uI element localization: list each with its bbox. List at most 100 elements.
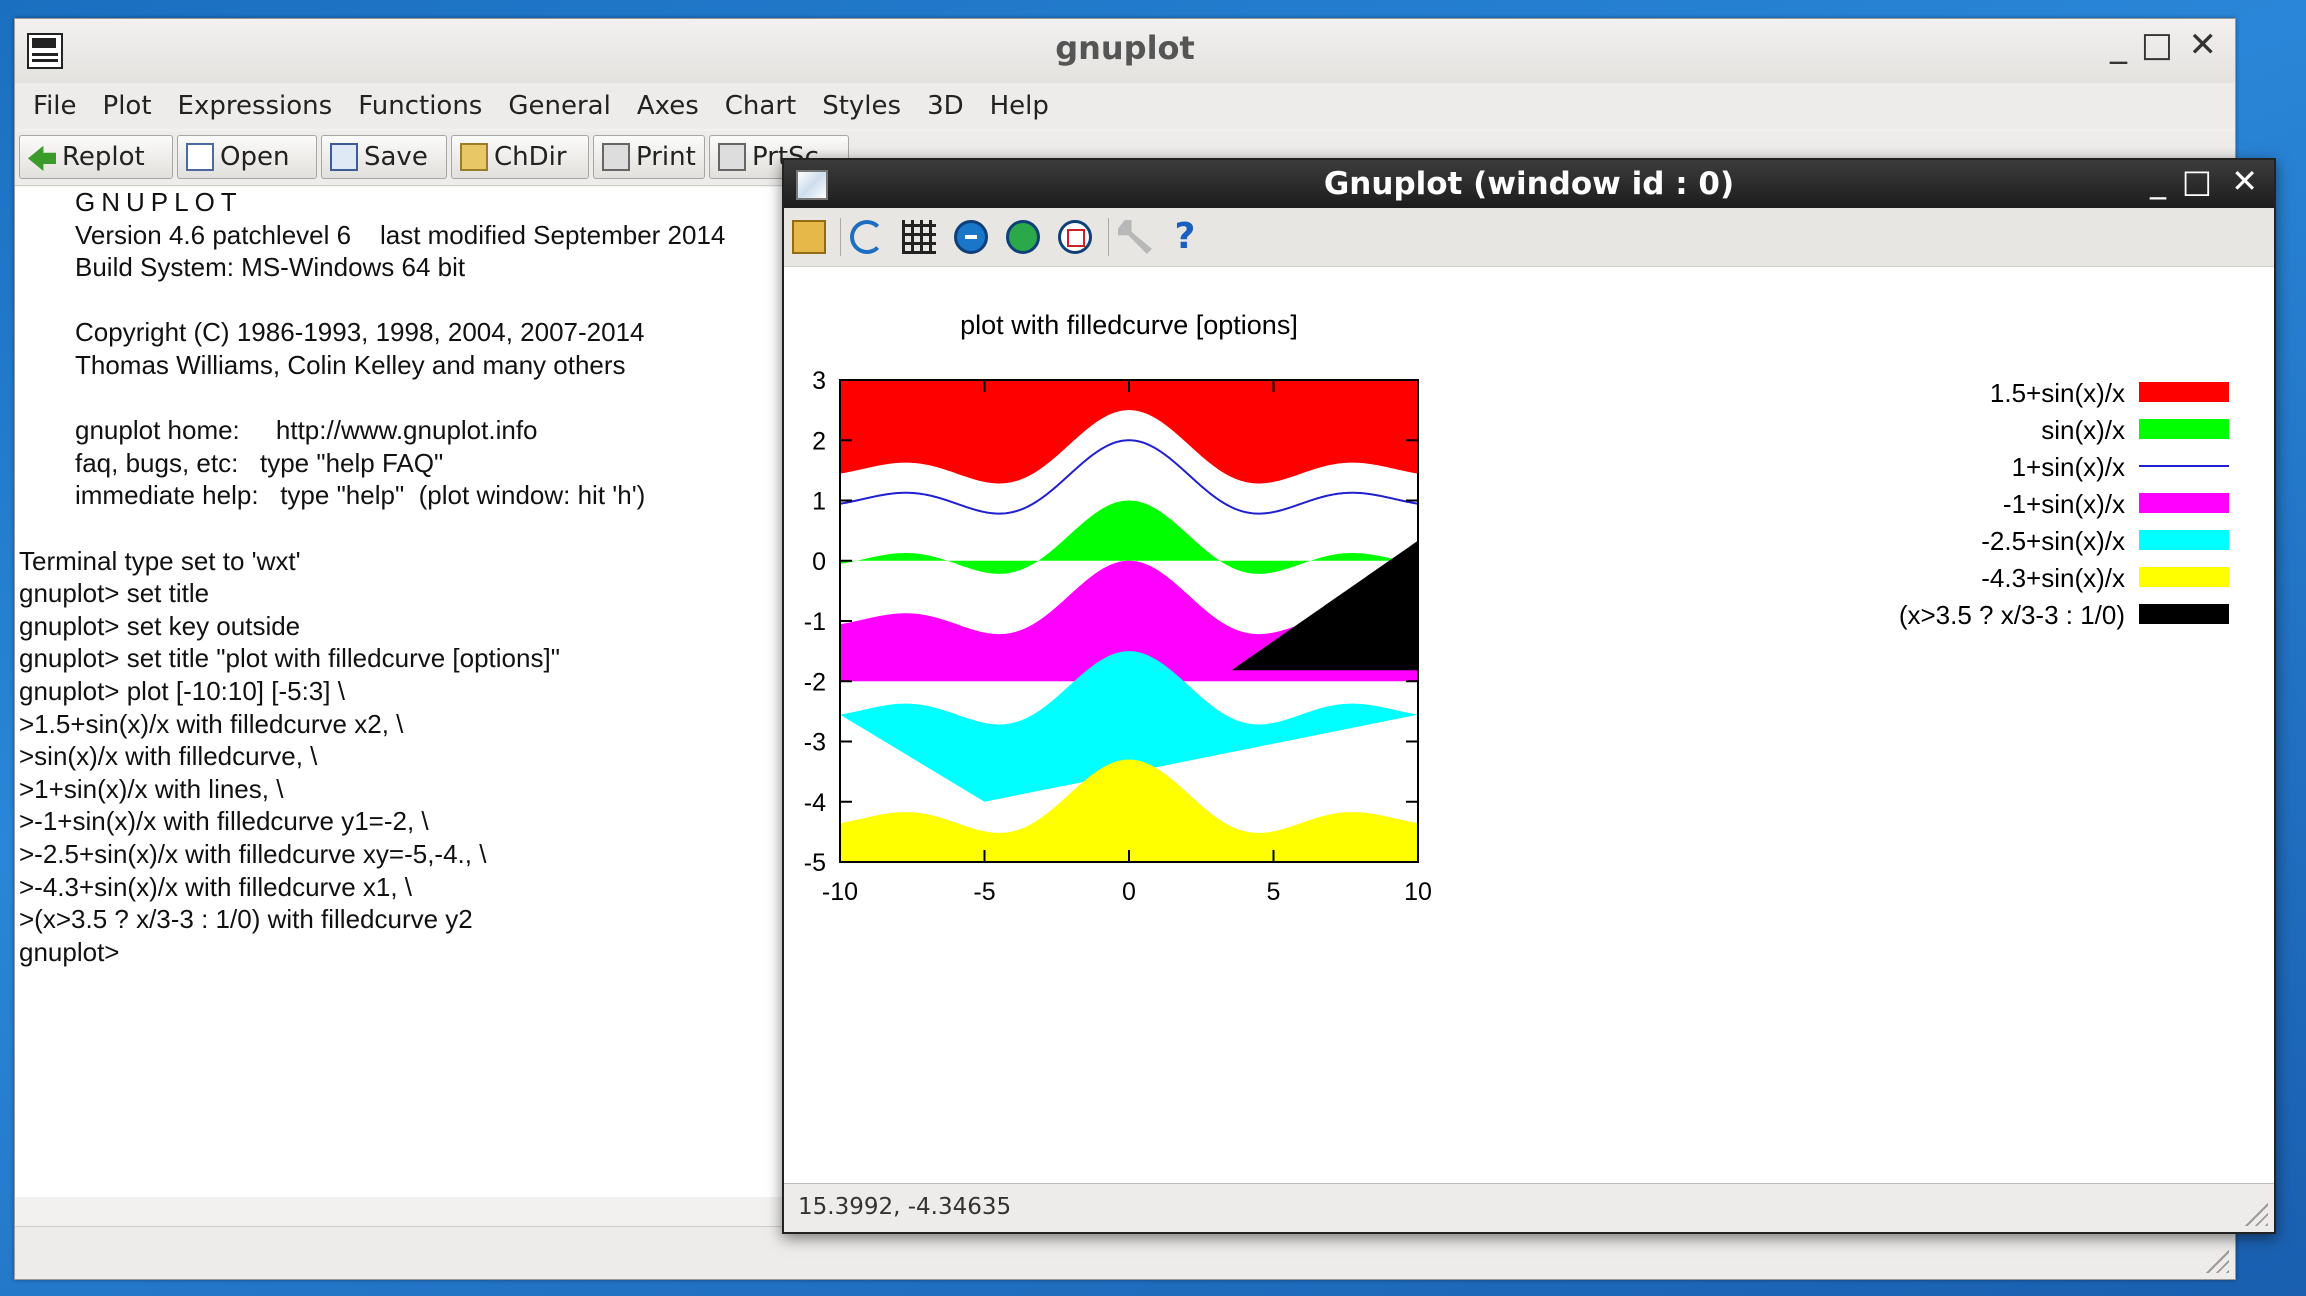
console-line: faq, bugs, etc: type "help FAQ"	[75, 447, 444, 478]
series-yellow-fill	[840, 759, 1418, 862]
graph-window-icon[interactable]	[796, 170, 828, 200]
toolbar-separator	[840, 218, 841, 256]
grid-icon[interactable]	[902, 220, 936, 254]
replot-icon[interactable]	[850, 220, 884, 254]
print-button[interactable]: Print	[593, 135, 705, 179]
legend-swatch	[2139, 382, 2229, 402]
legend-swatch	[2139, 567, 2229, 587]
open-button[interactable]: Open	[177, 135, 317, 179]
main-statusbar	[15, 1226, 2235, 1279]
y-tick-label: 3	[812, 367, 826, 395]
console-line: gnuplot> plot [-10:10] [-5:3] \	[19, 676, 345, 706]
graph-minimize-button[interactable]: _	[2150, 162, 2166, 200]
close-button[interactable]: ✕	[2188, 25, 2218, 65]
legend-label: -1+sin(x)/x	[2003, 489, 2125, 519]
save-icon	[330, 143, 358, 171]
series-blue-line	[840, 439, 1418, 515]
main-window-title: gnuplot	[1055, 29, 1195, 67]
console-line: Thomas Williams, Colin Kelley and many o…	[75, 350, 626, 380]
legend-swatch	[2139, 604, 2229, 624]
x-tick-label: 0	[1122, 878, 1136, 906]
menu-general[interactable]: General	[508, 91, 611, 121]
copy-icon[interactable]	[792, 220, 826, 254]
menu-help[interactable]: Help	[989, 91, 1049, 121]
console-line: >-1+sin(x)/x with filledcurve y1=-2, \	[19, 806, 429, 837]
toolbar-separator	[1108, 218, 1109, 256]
menu-3d[interactable]: 3D	[927, 91, 964, 121]
console-line: immediate help: type "help" (plot window…	[75, 480, 646, 511]
main-titlebar[interactable]: gnuplot _ □ ✕	[15, 19, 2235, 84]
console-line: gnuplot home: http://www.gnuplot.info	[75, 415, 538, 446]
console-line: >-4.3+sin(x)/x with filledcurve x1, \	[19, 871, 413, 902]
console-line: gnuplot> set title	[19, 578, 210, 609]
rezoom-icon[interactable]	[1006, 220, 1040, 254]
series-red-fill	[840, 380, 1418, 484]
save-button[interactable]: Save	[321, 135, 447, 179]
menu-axes[interactable]: Axes	[636, 91, 699, 121]
graph-titlebar[interactable]: Gnuplot (window id : 0) _ □ ✕	[784, 160, 2274, 208]
menu-file[interactable]: File	[33, 91, 77, 121]
graph-close-button[interactable]: ✕	[2231, 162, 2258, 200]
chart-title: plot with filledcurve [options]	[960, 310, 1298, 340]
console-line: >sin(x)/x with filledcurve, \	[19, 741, 318, 772]
y-tick-label: -2	[804, 668, 826, 696]
legend-swatch	[2139, 530, 2229, 550]
menu-chart[interactable]: Chart	[724, 91, 797, 121]
printer-icon	[718, 143, 746, 171]
autoscale-icon[interactable]	[1058, 220, 1092, 254]
console-line: gnuplot> set title "plot with filledcurv…	[19, 643, 560, 674]
graph-toolbar: ?	[784, 208, 2274, 267]
console-line: gnuplot> set key outside	[19, 610, 301, 641]
console-line: GNUPLOT	[75, 187, 243, 217]
printer-icon	[602, 143, 630, 171]
graph-maximize-button[interactable]: □	[2181, 162, 2212, 200]
menubar: File Plot Expressions Functions General …	[15, 83, 2235, 129]
y-tick-label: -3	[804, 729, 826, 757]
legend-label: sin(x)/x	[2041, 415, 2125, 445]
folder-icon	[460, 143, 488, 171]
help-icon[interactable]: ?	[1174, 216, 1196, 257]
open-icon	[186, 143, 214, 171]
cursor-coordinates: 15.3992, -4.34635	[798, 1194, 1012, 1220]
x-tick-label: -10	[822, 878, 858, 906]
console-line: Build System: MS-Windows 64 bit	[75, 252, 466, 283]
series-cyan-fill	[840, 651, 1418, 802]
console-line: gnuplot>	[19, 936, 120, 967]
menu-expressions[interactable]: Expressions	[177, 91, 333, 121]
maximize-button[interactable]: □	[2140, 25, 2173, 65]
graph-statusbar: 15.3992, -4.34635	[784, 1183, 2274, 1232]
console-line: >(x>3.5 ? x/3-3 : 1/0) with filledcurve …	[19, 904, 473, 935]
legend-swatch	[2139, 419, 2229, 439]
console-line: >1.5+sin(x)/x with filledcurve x2, \	[19, 708, 404, 739]
options-wrench-icon[interactable]	[1118, 220, 1152, 254]
menu-styles[interactable]: Styles	[822, 91, 902, 121]
replot-icon	[28, 145, 56, 171]
y-tick-label: 2	[812, 427, 826, 455]
minimize-button[interactable]: _	[2110, 25, 2127, 65]
y-tick-label: 1	[812, 488, 826, 516]
console-output[interactable]: GNUPLOT Version 4.6 patchlevel 6 last mod…	[15, 187, 783, 1197]
x-tick-label: -5	[973, 878, 995, 906]
legend-label: 1+sin(x)/x	[2012, 452, 2125, 482]
resize-grip-icon[interactable]	[2238, 1196, 2268, 1226]
replot-button[interactable]: Replot	[19, 135, 173, 179]
chdir-button[interactable]: ChDir	[451, 135, 589, 179]
menu-functions[interactable]: Functions	[358, 91, 483, 121]
y-tick-label: -1	[804, 608, 826, 636]
unzoom-icon[interactable]	[954, 220, 988, 254]
legend-label: -4.3+sin(x)/x	[1981, 563, 2125, 593]
console-line: >1+sin(x)/x with lines, \	[19, 773, 284, 804]
gnuplot-graph-window: Gnuplot (window id : 0) _ □ ✕ ? 3 2 1 0 -1 -2…	[782, 158, 2276, 1234]
resize-grip-icon[interactable]	[2199, 1243, 2229, 1273]
menu-plot[interactable]: Plot	[102, 91, 152, 121]
console-line: Copyright (C) 1986-1993, 1998, 2004, 200…	[75, 317, 645, 348]
series-black-fill	[1231, 540, 1418, 671]
legend-label: 1.5+sin(x)/x	[1990, 378, 2125, 408]
x-tick-label: 10	[1404, 878, 1432, 906]
gnuplot-app-icon[interactable]	[27, 33, 63, 69]
legend-swatch	[2139, 493, 2229, 513]
console-line: Terminal type set to 'wxt'	[19, 545, 301, 576]
legend-label: -2.5+sin(x)/x	[1981, 526, 2125, 556]
console-line: Version 4.6 patchlevel 6 last modified S…	[75, 219, 726, 250]
